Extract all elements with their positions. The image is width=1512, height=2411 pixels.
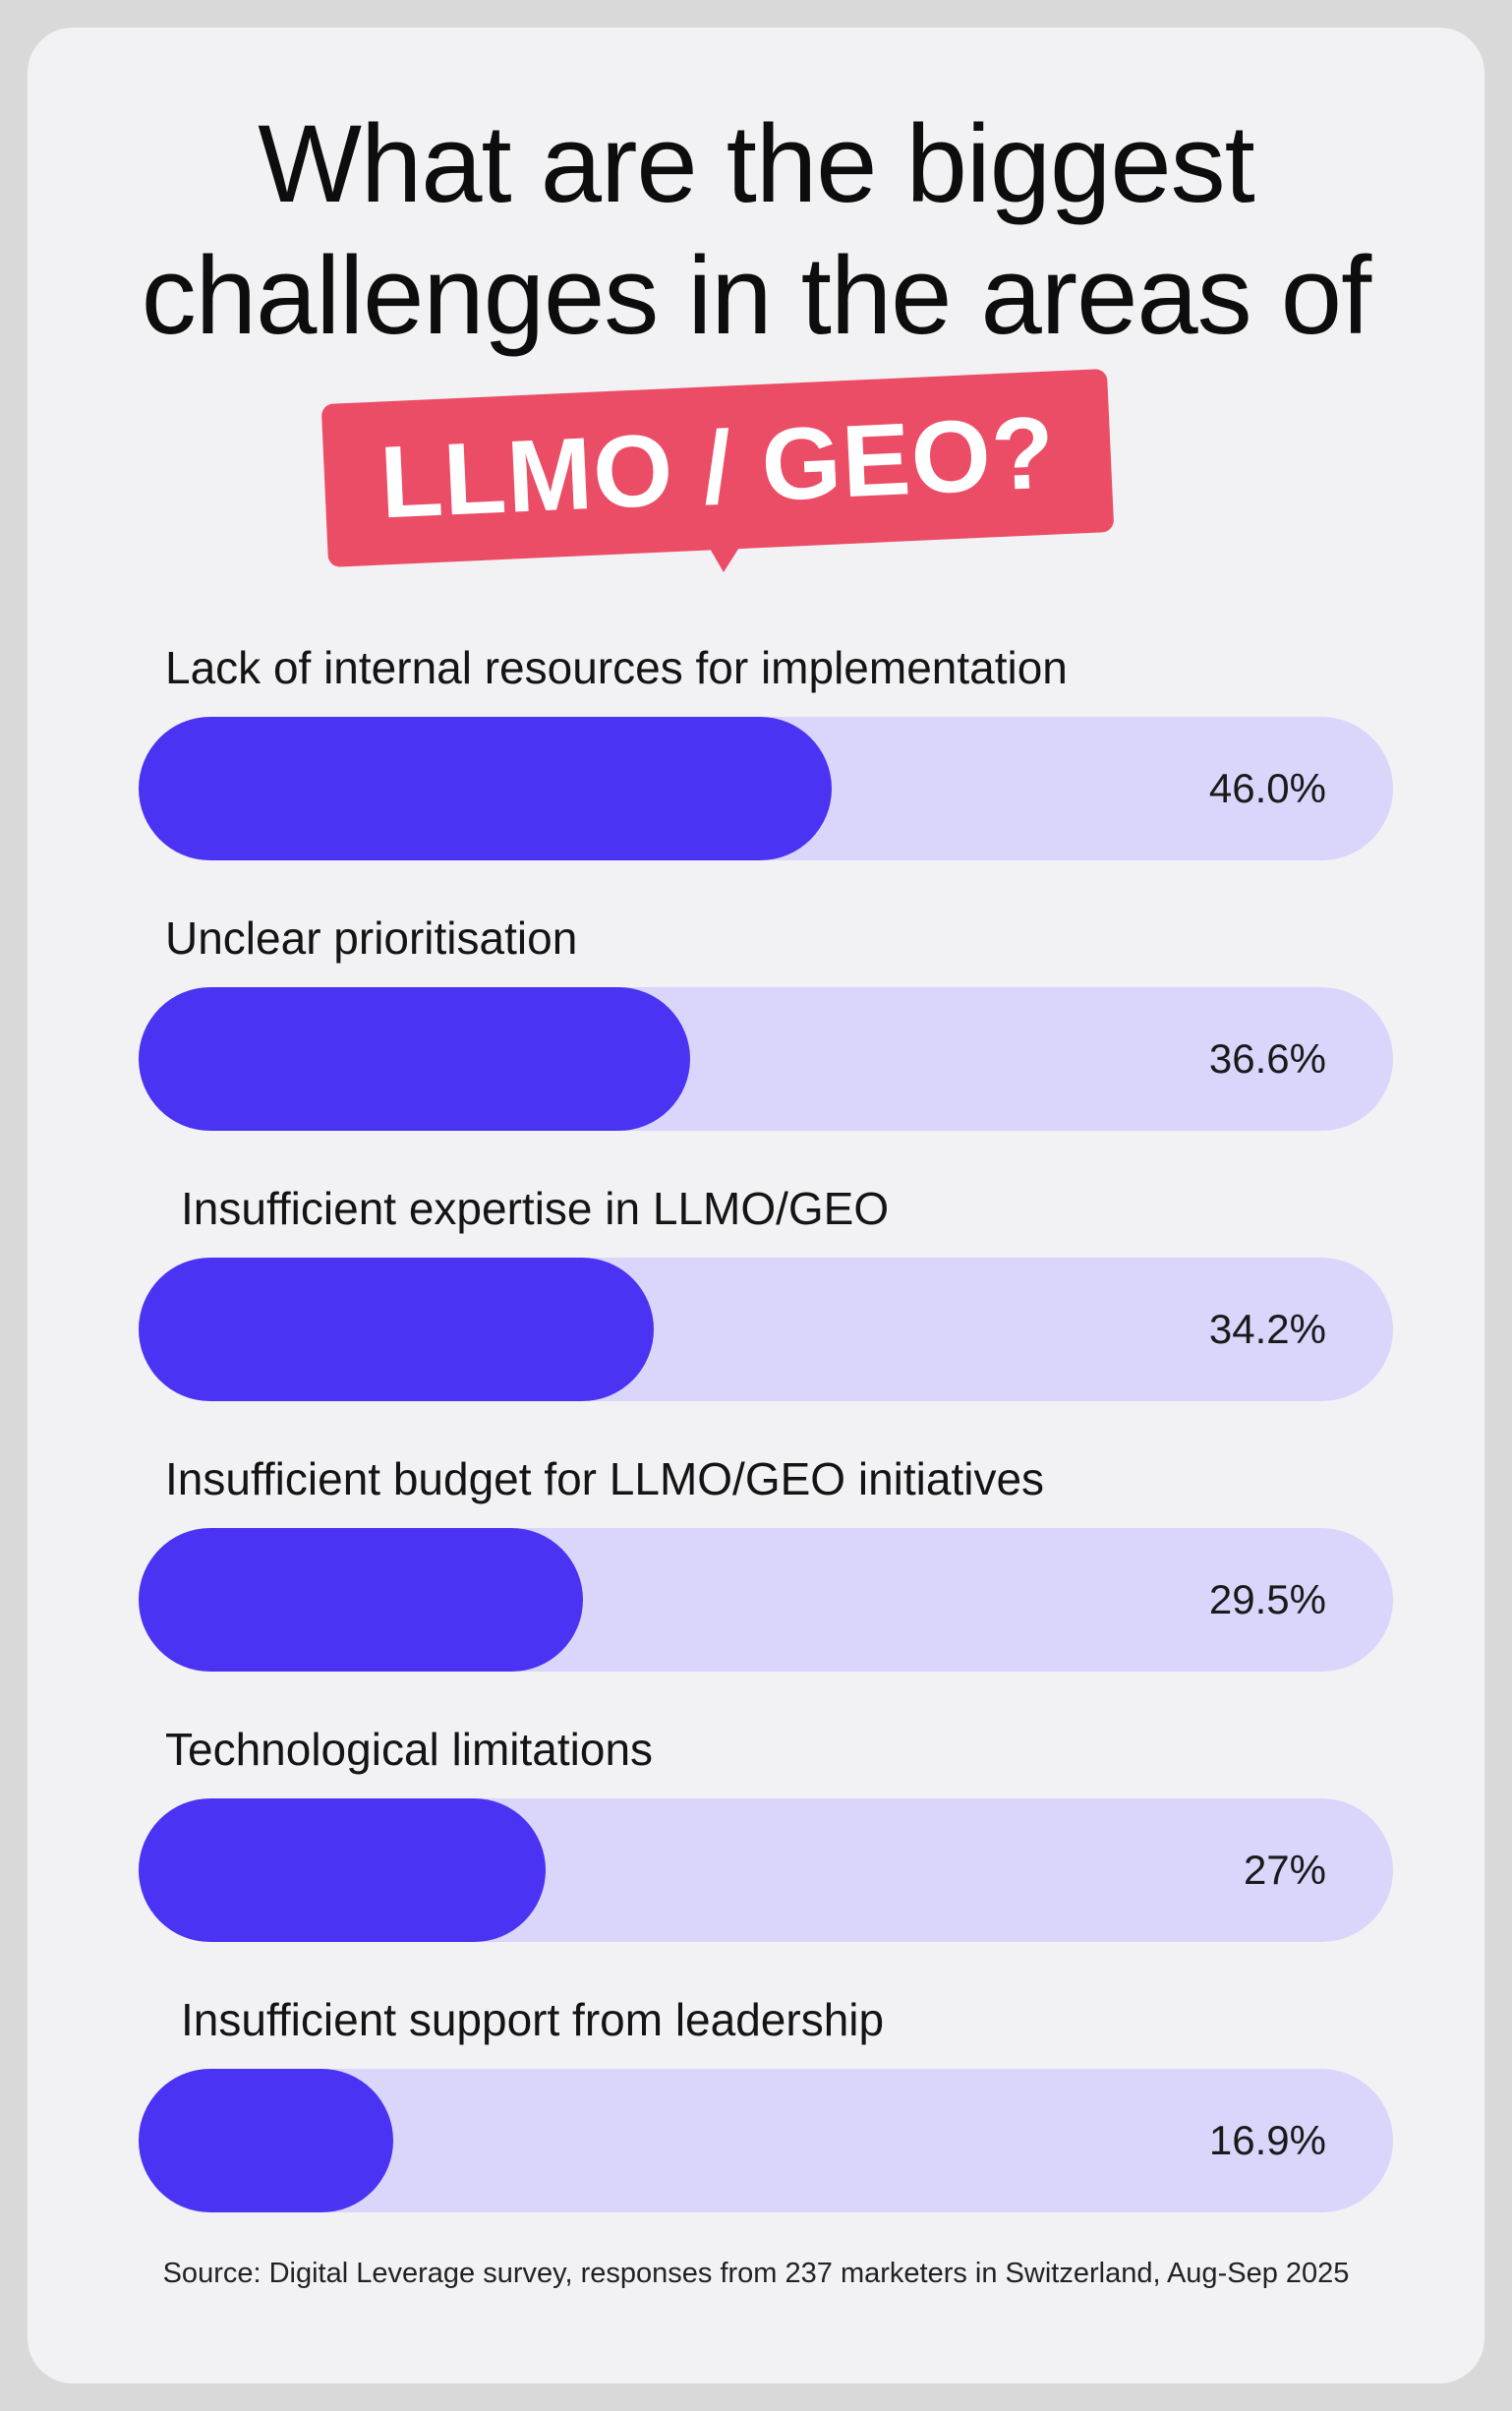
chart-title: What are the biggest challenges in the a…	[0, 98, 1512, 362]
bar-fill	[139, 1258, 655, 1401]
bar-label: Unclear prioritisation	[165, 912, 578, 964]
bar-fill	[139, 1798, 546, 1942]
speech-bubble-tail	[702, 535, 747, 572]
bar-value-label: 34.2%	[1208, 1306, 1326, 1352]
bar-label: Insufficient budget for LLMO/GEO initiat…	[165, 1453, 1045, 1504]
bar-label: Technological limitations	[165, 1724, 654, 1775]
bar-track: 16.9%	[139, 2069, 1393, 2212]
bar-track: 34.2%	[139, 1258, 1393, 1401]
bar-value-label: 36.6%	[1208, 1035, 1326, 1082]
source-note: Source: Digital Leverage survey, respons…	[162, 2258, 1350, 2289]
bar-fill	[139, 987, 690, 1131]
bar-value-label: 27%	[1243, 1847, 1326, 1893]
bar-fill	[139, 2069, 393, 2212]
bar-value-label: 16.9%	[1208, 2117, 1326, 2163]
bar-track: 27%	[139, 1798, 1393, 1942]
bar-label: Insufficient support from leadership	[181, 1994, 885, 2045]
bar-track: 29.5%	[139, 1528, 1393, 1672]
bar-value-label: 46.0%	[1208, 765, 1326, 811]
bar-value-label: 29.5%	[1208, 1576, 1326, 1622]
bar-label: Insufficient expertise in LLMO/GEO	[181, 1183, 890, 1234]
bar-track: 36.6%	[139, 987, 1393, 1131]
title-line-2: challenges in the areas of	[141, 234, 1371, 357]
bar-label: Lack of internal resources for implement…	[165, 642, 1068, 693]
bar-fill	[139, 717, 832, 860]
bar-fill	[139, 1528, 584, 1672]
bar-track: 46.0%	[139, 717, 1393, 860]
title-line-1: What are the biggest	[258, 102, 1254, 225]
